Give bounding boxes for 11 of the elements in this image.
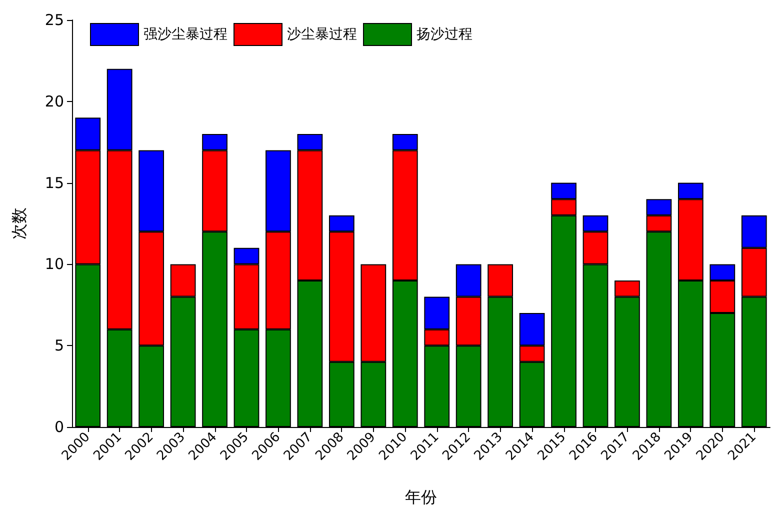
legend-label: 沙尘暴过程 <box>287 26 357 42</box>
y-tick-label: 20 <box>44 92 64 110</box>
legend-label: 强沙尘暴过程 <box>144 26 228 42</box>
legend-label: 扬沙过程 <box>416 26 472 42</box>
y-axis-title: 次数 <box>10 208 28 240</box>
y-tick-label: 0 <box>54 418 64 436</box>
y-tick-label: 5 <box>54 336 64 355</box>
x-axis-title: 年份 <box>405 488 437 506</box>
y-tick-label: 15 <box>44 174 64 192</box>
y-tick-label: 10 <box>44 255 64 274</box>
y-tick-label: 25 <box>44 11 64 29</box>
